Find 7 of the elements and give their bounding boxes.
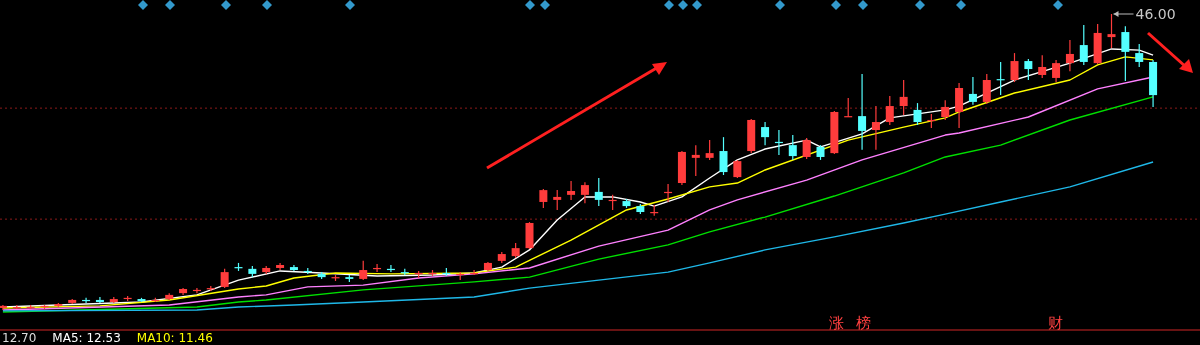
text: 12.70 bbox=[2, 331, 37, 345]
text: 涨 bbox=[828, 314, 844, 332]
annotation: 46.00 bbox=[1135, 6, 1176, 22]
text: 榜 bbox=[855, 314, 871, 332]
text: MA5: 12.53 bbox=[52, 331, 121, 345]
text: MA10: 11.46 bbox=[136, 331, 213, 345]
text: 财 bbox=[1047, 314, 1063, 332]
